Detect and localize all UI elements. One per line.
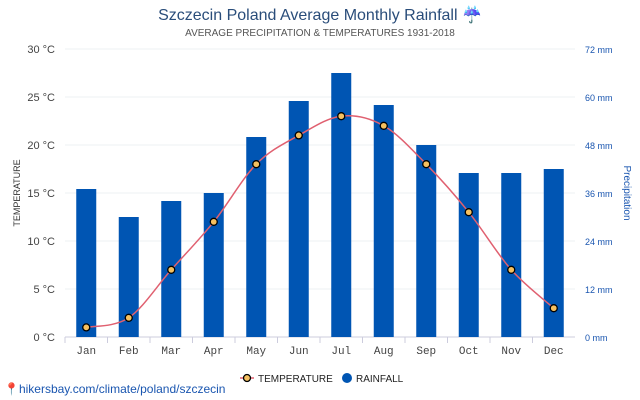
rainfall-bar xyxy=(331,73,352,337)
x-tick-label: Dec xyxy=(544,346,564,358)
x-tick-label: Apr xyxy=(204,346,224,358)
temperature-point xyxy=(549,304,558,313)
temperature-line xyxy=(86,115,555,329)
chart-title: Szczecin Poland Average Monthly Rainfall… xyxy=(158,7,482,24)
temperature-point xyxy=(294,131,303,140)
x-tick-label: Nov xyxy=(501,346,521,358)
y-left-tick: 15 °C xyxy=(27,188,55,200)
x-tick-label: Jul xyxy=(331,346,351,358)
rainfall-bar xyxy=(76,189,97,337)
y-right-tick: 48 mm xyxy=(585,141,613,151)
y-left-label: TEMPERATURE xyxy=(12,159,22,226)
x-tick-label: Sep xyxy=(416,346,436,358)
rainfall-bar xyxy=(118,217,139,337)
legend-temperature-label: TEMPERATURE xyxy=(258,374,333,385)
rainfall-bar xyxy=(416,145,437,337)
x-tick-label: Oct xyxy=(459,346,479,358)
temperature-point xyxy=(379,121,388,130)
y-left-tick: 30 °C xyxy=(27,44,55,56)
umbrella-rain-icon: ☔ xyxy=(461,7,482,24)
x-tick-label: Aug xyxy=(374,346,394,358)
temperature-point xyxy=(252,160,261,169)
rainfall-bar xyxy=(288,101,309,337)
y-left-tick: 20 °C xyxy=(27,140,55,152)
temperature-point xyxy=(167,265,176,274)
y-left-tick: 25 °C xyxy=(27,92,55,104)
temperature-point xyxy=(337,112,346,121)
footer-link[interactable]: 📍hikersbay.com/climate/poland/szczecin xyxy=(4,382,226,396)
location-pin-icon: 📍 xyxy=(4,382,19,396)
legend-rainfall-marker xyxy=(342,373,352,383)
y-right-tick: 24 mm xyxy=(585,237,613,247)
rainfall-bar xyxy=(543,169,564,337)
y-right-tick: 72 mm xyxy=(585,45,613,55)
chart-subtitle: AVERAGE PRECIPITATION & TEMPERATURES 193… xyxy=(185,28,455,39)
y-right-tick: 36 mm xyxy=(585,189,613,199)
y-left-tick: 10 °C xyxy=(27,236,55,248)
rainfall-bar xyxy=(373,105,394,337)
y-right-label: Precipitation xyxy=(621,165,632,220)
y-right-tick: 0 mm xyxy=(585,333,608,343)
temperature-point xyxy=(464,208,473,217)
y-right-tick: 12 mm xyxy=(585,285,613,295)
temperature-point xyxy=(209,217,218,226)
legend-rainfall-label: RAINFALL xyxy=(356,374,404,385)
y-left-tick: 5 °C xyxy=(33,284,55,296)
x-tick-label: Jun xyxy=(289,346,309,358)
rainfall-bar xyxy=(458,173,479,337)
temperature-point xyxy=(507,265,516,274)
legend-temperature-marker xyxy=(242,373,252,383)
rainfall-bar xyxy=(246,137,267,337)
y-right-tick: 60 mm xyxy=(585,93,613,103)
x-tick-label: Feb xyxy=(119,346,139,358)
rainfall-bar xyxy=(203,193,224,337)
rainfall-bar xyxy=(501,173,522,337)
x-tick-label: Mar xyxy=(161,346,181,358)
x-tick-label: May xyxy=(246,346,266,358)
x-tick-label: Jan xyxy=(76,346,96,358)
temperature-point xyxy=(82,323,91,332)
temperature-point xyxy=(422,160,431,169)
y-left-tick: 0 °C xyxy=(33,332,55,344)
temperature-point xyxy=(124,313,133,322)
